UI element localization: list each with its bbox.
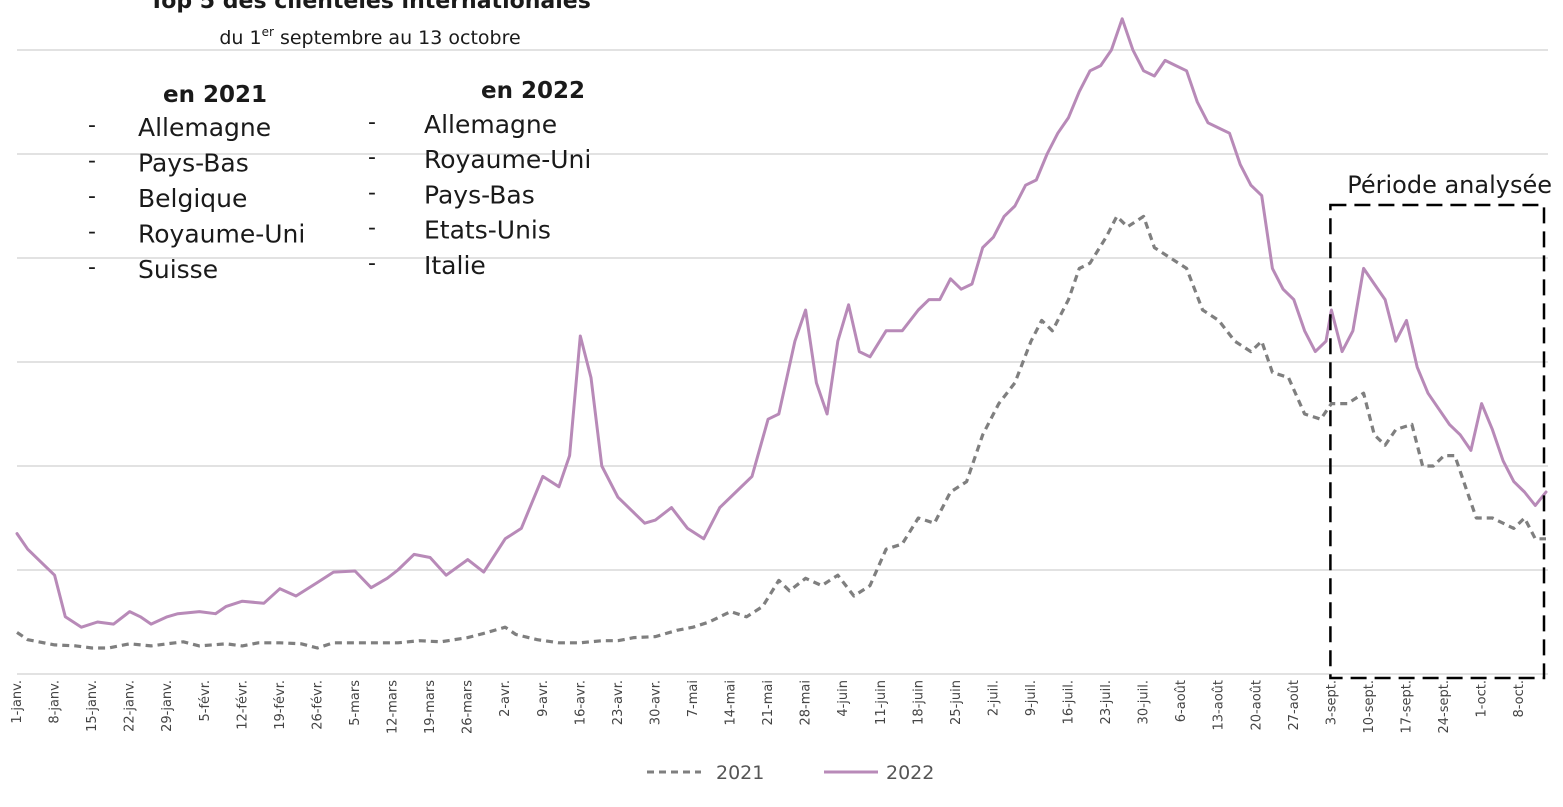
x-tick-label: 1-oct.: [1475, 680, 1490, 718]
x-tick-label: 13-août: [1212, 680, 1227, 731]
period-box: [1329, 203, 1546, 680]
x-tick-label: 28-mai: [799, 680, 814, 725]
legend: 2021 2022: [647, 762, 934, 784]
x-tick-label: 5-févr.: [198, 680, 213, 722]
list-bullet: -: [88, 184, 96, 209]
series-line-2022: [15, 17, 1548, 629]
top5-country: Allemagne: [424, 110, 557, 139]
x-tick-label: 3-sept.: [1324, 680, 1339, 725]
top5-lists: en 2021 - Allemagne - Pays-Bas - Belgique - Roya…: [88, 78, 591, 284]
period-label: Période analysée: [1347, 171, 1552, 199]
top5-country: Royaume-Uni: [424, 145, 591, 174]
top5-country: Pays-Bas: [138, 149, 249, 178]
subtitle-suffix: septembre au 13 octobre: [274, 27, 521, 49]
x-tick-label: 8-janv.: [48, 680, 63, 724]
subtitle-prefix: du 1: [219, 27, 261, 49]
x-tick-label: 15-janv.: [85, 680, 100, 732]
chart-title: Top 5 des clientèles internationales: [149, 0, 591, 14]
x-tick-label: 1-janv.: [10, 680, 25, 724]
top5-country: Etats-Unis: [424, 216, 551, 245]
x-tick-label: 16-avr.: [573, 680, 588, 725]
x-tick-label: 6-août: [1174, 680, 1189, 722]
x-axis-ticks: 1-janv. 8-janv. 15-janv. 22-janv. 29-janv. 5-…: [10, 680, 1527, 734]
x-tick-label: 12-mars: [386, 680, 401, 734]
x-tick-label: 5-mars: [348, 680, 363, 726]
x-tick-label: 18-juin: [911, 680, 926, 725]
x-tick-label: 7-mai: [686, 680, 701, 717]
x-tick-label: 2-avr.: [498, 680, 513, 717]
x-tick-label: 22-janv.: [123, 680, 138, 732]
x-tick-label: 24-sept.: [1437, 680, 1452, 734]
x-tick-label: 26-mars: [461, 680, 476, 734]
period-annotation: Période analysée: [1329, 171, 1552, 680]
x-tick-label: 20-août: [1249, 680, 1264, 731]
x-tick-label: 23-avr.: [611, 680, 626, 725]
subtitle-superscript: er: [262, 25, 274, 39]
top5-country: Royaume-Uni: [138, 220, 305, 249]
list-bullet: -: [88, 113, 96, 138]
top5-country: Suisse: [138, 255, 218, 284]
x-tick-label: 10-sept.: [1362, 680, 1377, 734]
x-tick-label: 30-avr.: [648, 680, 663, 725]
list-bullet: -: [368, 145, 376, 170]
top5-heading-1: en 2022: [481, 78, 585, 104]
top5-country: Allemagne: [138, 113, 271, 142]
x-tick-label: 21-mai: [761, 680, 776, 725]
x-tick-label: 8-oct.: [1512, 680, 1527, 718]
x-tick-label: 17-sept.: [1400, 680, 1415, 734]
x-tick-label: 26-févr.: [310, 680, 325, 730]
list-bullet: -: [368, 251, 376, 276]
list-bullet: -: [368, 216, 376, 241]
x-tick-label: 19-févr.: [273, 680, 288, 730]
x-tick-label: 14-mai: [724, 680, 739, 725]
list-bullet: -: [368, 180, 376, 205]
x-tick-label: 27-août: [1287, 680, 1302, 731]
x-tick-label: 30-juil.: [1137, 680, 1152, 724]
x-tick-label: 4-juin: [836, 680, 851, 717]
top5-country: Pays-Bas: [424, 180, 535, 209]
top5-heading-0: en 2021: [163, 82, 267, 108]
list-bullet: -: [368, 110, 376, 135]
top5-country: Italie: [424, 251, 486, 280]
x-tick-label: 12-févr.: [235, 680, 250, 730]
list-bullet: -: [88, 220, 96, 245]
x-tick-label: 9-juil.: [1024, 680, 1039, 716]
x-tick-label: 25-juin: [949, 680, 964, 725]
x-tick-label: 23-juil.: [1099, 680, 1114, 724]
legend-label: 2021: [716, 762, 764, 784]
legend-label: 2022: [886, 762, 934, 784]
list-bullet: -: [88, 255, 96, 280]
x-tick-label: 11-juin: [874, 680, 889, 725]
x-tick-label: 2-juil.: [986, 680, 1001, 716]
gridlines: [17, 49, 1548, 675]
top5-country: Belgique: [138, 184, 247, 213]
chart-subtitle: du 1er septembre au 13 octobre: [219, 25, 520, 49]
series-line-2021: [16, 214, 1546, 650]
x-tick-label: 16-juil.: [1062, 680, 1077, 724]
series-lines: [15, 17, 1548, 650]
x-tick-label: 19-mars: [423, 680, 438, 734]
x-tick-label: 29-janv.: [160, 680, 175, 732]
list-bullet: -: [88, 149, 96, 174]
x-tick-label: 9-avr.: [536, 680, 551, 717]
